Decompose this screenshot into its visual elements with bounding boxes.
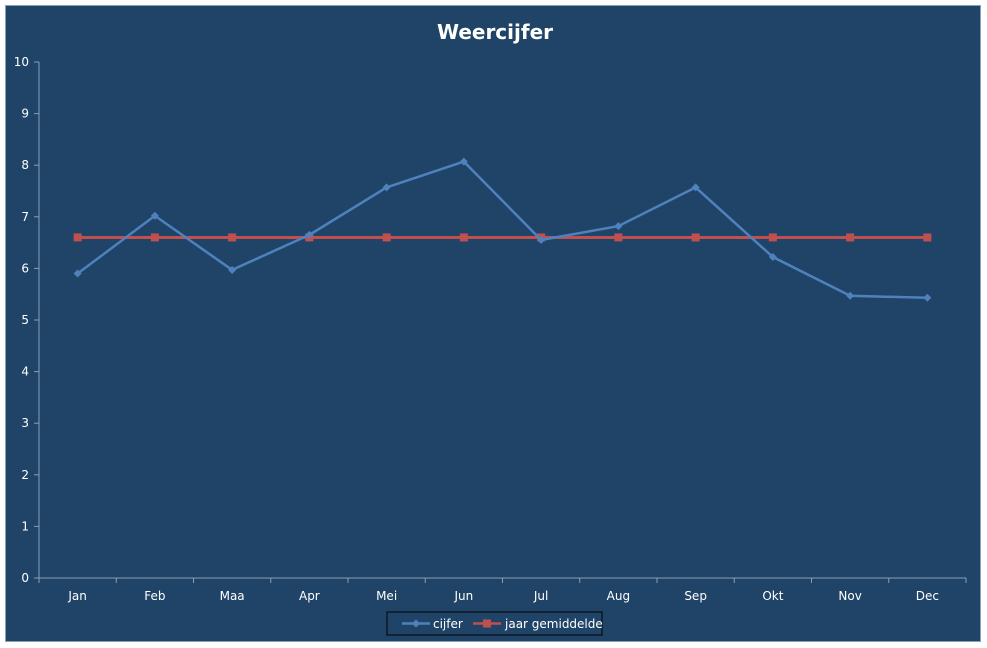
legend-label-jaar-gemiddelde: jaar gemiddelde	[504, 617, 603, 631]
chart-title: Weercijfer	[437, 20, 553, 44]
legend-marker-cijfer	[412, 619, 420, 628]
data-point-cijfer	[537, 236, 546, 245]
y-tick-label: 1	[21, 519, 29, 533]
x-tick-label: Sep	[684, 589, 707, 603]
y-tick-label: 9	[21, 107, 29, 121]
x-tick-label: Jul	[533, 589, 548, 603]
data-point-cijfer	[846, 291, 855, 300]
data-point-cijfer	[305, 230, 314, 239]
x-tick-label: Jan	[67, 589, 87, 603]
data-point-jaar-gemiddelde	[614, 233, 623, 242]
legend: cijfer jaar gemiddelde	[386, 611, 603, 636]
data-point-cijfer	[228, 265, 237, 274]
x-tick-label: Okt	[762, 589, 783, 603]
data-point-cijfer	[691, 183, 700, 192]
data-point-cijfer	[614, 222, 623, 231]
y-tick-label: 5	[21, 313, 29, 327]
data-point-cijfer	[73, 269, 82, 278]
x-tick-label: Dec	[916, 589, 939, 603]
data-point-jaar-gemiddelde	[228, 233, 237, 242]
y-tick-label: 3	[21, 416, 29, 430]
line-chart: Weercijfer 0 1 2 3 4 5 6 7 8 9 10 Jan Feb Maa Apr Mei Ju…	[14, 20, 967, 636]
chart-area: Weercijfer 0 1 2 3 4 5 6 7 8 9 10 Jan Feb Maa Apr Mei Ju…	[5, 5, 981, 642]
data-point-jaar-gemiddelde	[382, 233, 391, 242]
y-tick-label: 2	[21, 468, 29, 482]
data-point-cijfer	[923, 293, 932, 302]
data-point-cijfer	[459, 157, 468, 166]
x-tick-label: Maa	[220, 589, 245, 603]
y-tick-label: 6	[21, 261, 29, 275]
x-tick-label: Nov	[838, 589, 861, 603]
data-point-jaar-gemiddelde	[691, 233, 700, 242]
data-point-jaar-gemiddelde	[923, 233, 932, 242]
data-point-jaar-gemiddelde	[459, 233, 468, 242]
series-line-cijfer	[76, 160, 928, 300]
x-tick-label: Jun	[454, 589, 474, 603]
data-point-jaar-gemiddelde	[768, 233, 777, 242]
x-tick-label: Feb	[144, 589, 165, 603]
data-point-jaar-gemiddelde	[846, 233, 855, 242]
y-tick-label: 8	[21, 158, 29, 172]
x-tick-label: Apr	[299, 589, 320, 603]
y-tick-label: 4	[21, 365, 29, 379]
x-tick-label: Aug	[607, 589, 630, 603]
legend-marker-jaar-gemiddelde	[483, 619, 491, 628]
y-tick-label: 0	[21, 571, 29, 585]
series-layer	[73, 157, 932, 302]
x-tick-label: Mei	[376, 589, 397, 603]
data-point-cijfer	[768, 253, 777, 262]
y-tick-label: 7	[21, 210, 29, 224]
data-point-jaar-gemiddelde	[150, 233, 159, 242]
data-point-cijfer	[382, 183, 391, 192]
data-point-jaar-gemiddelde	[73, 233, 82, 242]
axes: 0 1 2 3 4 5 6 7 8 9 10 Jan Feb Maa Apr Mei Jun Jul Aug Sep O…	[14, 55, 967, 603]
legend-label-cijfer: cijfer	[433, 617, 463, 631]
data-point-cijfer	[150, 211, 159, 220]
y-tick-label: 10	[14, 55, 29, 69]
